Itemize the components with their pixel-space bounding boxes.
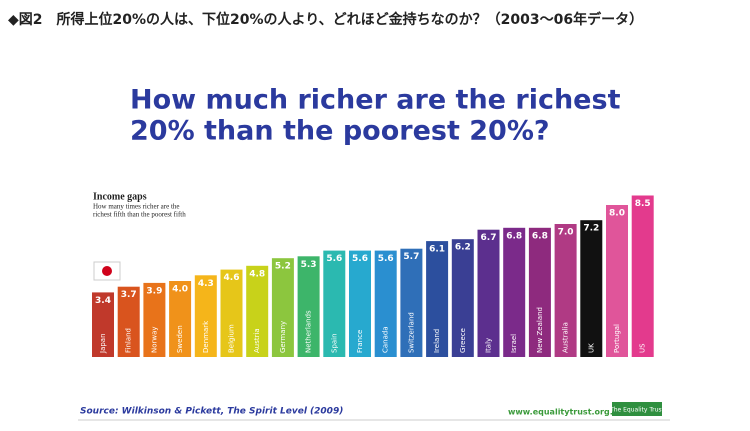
x-tick-label: Spain <box>330 333 338 353</box>
bar <box>606 205 628 357</box>
annotation: richest fifth than the poorest fifth <box>93 211 186 219</box>
x-tick-label: Switzerland <box>407 312 415 353</box>
chart-title: 20% than the poorest 20%? <box>130 116 550 147</box>
bar <box>271 258 294 357</box>
japan-flag-disc <box>102 266 112 276</box>
value-label: 4.6 <box>224 273 240 283</box>
value-label: 6.2 <box>455 243 471 253</box>
value-label: 4.3 <box>198 279 214 289</box>
value-label: 5.6 <box>326 254 342 264</box>
value-label: 5.3 <box>301 260 317 270</box>
x-tick-label: US <box>639 343 647 353</box>
value-label: 5.7 <box>403 252 419 262</box>
bar <box>323 250 346 357</box>
value-label: 6.8 <box>532 231 548 241</box>
x-tick-label: Australia <box>562 322 570 353</box>
bar <box>580 220 603 357</box>
value-label: 5.2 <box>275 262 291 272</box>
bar <box>477 229 500 357</box>
x-tick-label: Netherlands <box>305 310 313 353</box>
x-tick-label: Germany <box>279 321 287 353</box>
value-label: 4.0 <box>172 285 188 295</box>
x-tick-label: Japan <box>99 333 107 354</box>
x-tick-label: Canada <box>382 326 390 353</box>
bar <box>220 269 243 357</box>
bar <box>92 292 114 357</box>
value-label: 7.0 <box>558 228 574 238</box>
logo: The Equality Trust <box>609 407 664 414</box>
bar <box>143 282 166 357</box>
x-tick-label: UK <box>587 343 595 353</box>
x-tick-label: Austria <box>253 328 261 353</box>
bar <box>503 227 526 357</box>
bar <box>169 281 192 357</box>
x-tick-label: New Zealand <box>536 307 544 353</box>
x-tick-label: Denmark <box>202 320 210 353</box>
bar <box>426 241 449 357</box>
x-tick-label: Israel <box>510 334 518 353</box>
value-label: 7.2 <box>583 224 599 234</box>
x-tick-label: Portugal <box>613 324 621 353</box>
bar <box>297 256 320 357</box>
header: ◆図2 所得上位20%の人は、下位20%の人より、どれほど金持ちなのか？（200… <box>8 11 643 28</box>
bar <box>374 250 397 357</box>
logo-box <box>612 402 662 416</box>
x-tick-label: Greece <box>459 328 467 353</box>
bar <box>528 227 551 357</box>
value-label: 4.8 <box>249 269 265 279</box>
bar <box>631 195 654 357</box>
value-label: 6.8 <box>506 231 522 241</box>
annotation: How many times richer are the <box>93 203 180 211</box>
x-tick-label: Sweden <box>176 325 184 353</box>
value-label: 3.9 <box>146 286 162 296</box>
bar <box>246 265 269 357</box>
bar <box>117 286 140 357</box>
value-label: 3.4 <box>95 296 111 306</box>
x-tick-label: Finland <box>125 328 133 353</box>
x-tick-label: Ireland <box>433 329 441 353</box>
x-tick-label: Norway <box>150 326 158 353</box>
value-label: 8.5 <box>635 199 651 209</box>
value-label: 5.6 <box>352 254 368 264</box>
x-tick-label: France <box>356 330 364 353</box>
website: www.equalitytrust.org.uk <box>508 408 624 417</box>
bar <box>451 239 474 357</box>
chart-title: How much richer are the richest <box>130 85 621 116</box>
bar <box>349 250 371 357</box>
value-label: 6.7 <box>481 233 497 243</box>
bar <box>554 224 577 357</box>
bar <box>194 275 217 357</box>
annotation-title: Income gaps <box>93 191 147 202</box>
value-label: 3.7 <box>121 290 137 300</box>
value-label: 6.1 <box>429 245 445 255</box>
value-label: 5.6 <box>378 254 394 264</box>
value-label: 8.0 <box>609 209 625 219</box>
x-tick-label: Belgium <box>228 324 236 353</box>
bar <box>400 248 423 357</box>
x-tick-label: Italy <box>485 338 493 353</box>
source: Source: Wilkinson & Pickett, The Spirit … <box>80 407 343 417</box>
